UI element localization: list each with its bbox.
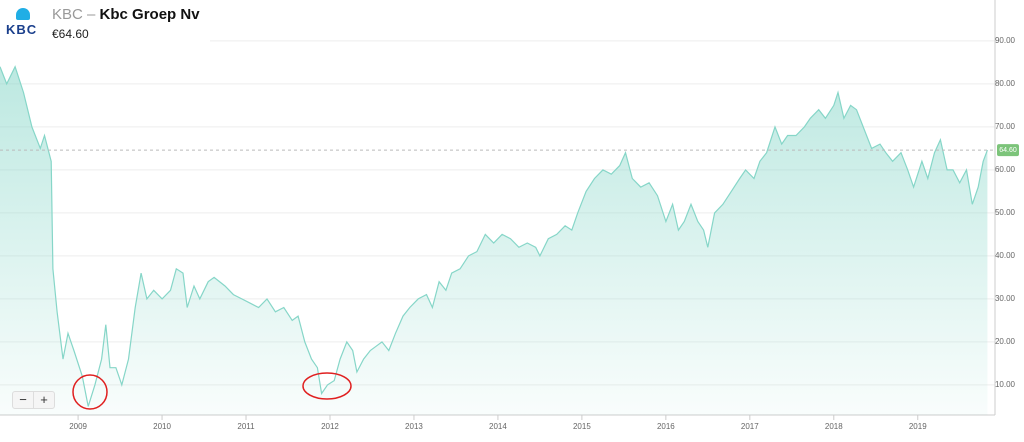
- y-tick-label: 50.00: [995, 208, 1016, 217]
- price-line: [0, 65, 988, 407]
- zoom-controls: − +: [12, 391, 55, 409]
- y-tick-label: 20.00: [995, 337, 1016, 346]
- logo: KBC: [6, 8, 44, 37]
- x-tick-label: 2009: [69, 422, 87, 431]
- area: [0, 66, 988, 415]
- y-tick-label: 40.00: [995, 251, 1016, 260]
- separator: –: [87, 6, 96, 23]
- x-tick-label: 2016: [657, 422, 675, 431]
- x-tick-label: 2019: [909, 422, 927, 431]
- y-tick-label: 70.00: [995, 122, 1016, 131]
- y-tick-label: 90.00: [995, 36, 1016, 45]
- last-price-tag: [997, 144, 1019, 157]
- x-tick-label: 2011: [237, 422, 255, 431]
- x-tick-label: 2010: [153, 422, 171, 431]
- last-price-label: 64.60: [999, 147, 1017, 154]
- header: KBC KBC – Kbc Groep Nv €64.60: [0, 0, 210, 44]
- y-tick-label: 30.00: [995, 294, 1016, 303]
- y-tick-label: 10.00: [995, 380, 1016, 389]
- x-tick-label: 2014: [489, 422, 507, 431]
- x-tick-label: 2015: [573, 422, 591, 431]
- x-tick-label: 2012: [321, 422, 339, 431]
- company-name: Kbc Groep Nv: [99, 6, 200, 23]
- annotation-circle: [302, 372, 352, 400]
- ticker: KBC: [52, 6, 83, 23]
- x-tick-label: 2013: [405, 422, 423, 431]
- zoom-in[interactable]: +: [33, 392, 54, 408]
- y-tick-label: 80.00: [995, 79, 1016, 88]
- price: €64.60: [52, 27, 89, 41]
- annotation-circle: [72, 374, 108, 410]
- title: KBC – Kbc Groep Nv: [52, 6, 200, 23]
- x-tick-label: 2018: [825, 422, 843, 431]
- zoom-out[interactable]: −: [19, 392, 27, 407]
- y-tick-label: 60.00: [995, 165, 1016, 174]
- x-tick-label: 2017: [741, 422, 759, 431]
